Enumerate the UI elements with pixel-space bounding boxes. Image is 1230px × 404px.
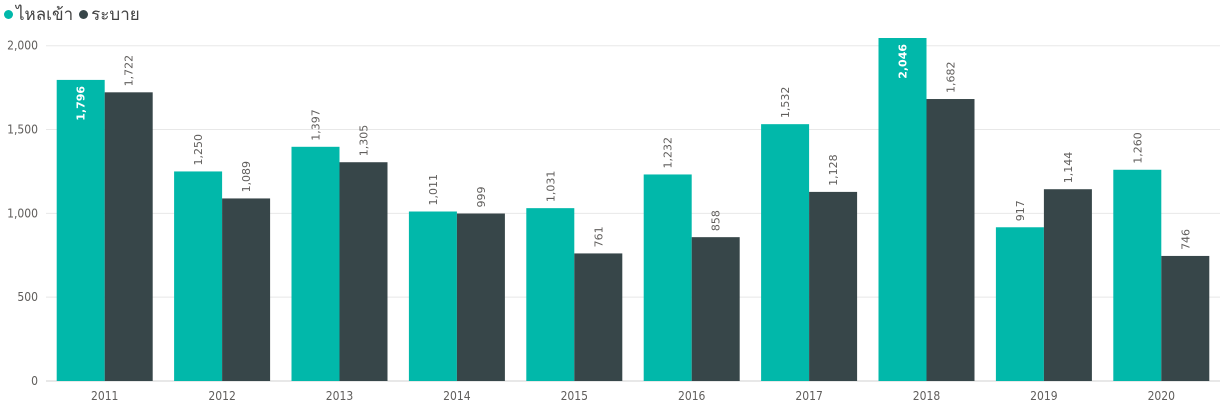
data-label: 1,011 (427, 174, 440, 206)
bar-inflow (56, 79, 105, 382)
data-label: 1,305 (358, 125, 371, 157)
bar-outflow (1043, 189, 1092, 381)
bar-outflow (926, 99, 975, 381)
legend-item-inflow[interactable]: ไหลเข้า (4, 1, 73, 28)
x-tick-label: 2017 (795, 389, 822, 403)
x-tick-label: 2018 (913, 389, 941, 403)
bar-inflow (878, 38, 927, 381)
data-label: 917 (1014, 200, 1027, 221)
bar-inflow (291, 146, 340, 381)
bar-outflow (691, 237, 740, 381)
legend-label-outflow: ระบาย (91, 4, 140, 25)
x-tick-label: 2016 (678, 389, 706, 403)
bar-outflow (809, 191, 858, 381)
bar-outflow (456, 213, 505, 381)
x-tick-label: 2014 (443, 389, 471, 403)
data-label: 1,397 (310, 109, 323, 141)
data-label: 1,250 (192, 134, 205, 166)
data-label: 1,128 (827, 154, 840, 186)
bar-inflow (408, 211, 457, 381)
bar-inflow (761, 124, 810, 381)
y-tick-label: 2,000 (7, 39, 38, 53)
x-tick-label: 2015 (561, 389, 588, 403)
bar-outflow (1161, 255, 1210, 381)
bar-inflow (526, 208, 575, 381)
data-label: 1,232 (662, 137, 675, 169)
x-tick-label: 2019 (1030, 389, 1058, 403)
y-tick-label: 0 (31, 374, 38, 388)
bar-outflow (339, 162, 388, 381)
bar-outflow (222, 198, 271, 381)
data-label: 1,796 (75, 86, 88, 121)
data-label: 2,046 (897, 44, 910, 79)
legend-item-outflow[interactable]: ระบาย (79, 1, 140, 28)
bar-inflow (995, 227, 1044, 381)
x-tick-label: 2020 (1148, 389, 1176, 403)
y-tick-label: 500 (17, 290, 38, 304)
data-label: 746 (1179, 229, 1192, 250)
data-label: 1,144 (1062, 152, 1075, 184)
x-tick-label: 2013 (326, 389, 353, 403)
y-tick-label: 1,500 (7, 123, 38, 137)
legend-label-inflow: ไหลเข้า (16, 4, 74, 25)
data-label: 1,031 (544, 171, 557, 203)
chart-legend: ไหลเข้า ระบาย (4, 2, 140, 26)
data-label: 761 (592, 226, 605, 247)
data-label: 1,532 (779, 87, 792, 119)
bar-outflow (574, 253, 623, 381)
bar-inflow (1113, 169, 1162, 381)
data-label: 1,089 (240, 161, 253, 193)
bar-outflow (104, 92, 153, 382)
legend-dot-outflow-icon (79, 9, 89, 19)
y-tick-label: 1,000 (7, 206, 38, 220)
data-label: 1,722 (123, 55, 136, 87)
bar-inflow (643, 174, 692, 381)
data-label: 1,260 (1131, 132, 1144, 164)
legend-dot-inflow-icon (4, 9, 13, 19)
bar-inflow (174, 171, 223, 381)
data-label: 1,682 (945, 62, 958, 94)
data-label: 858 (710, 210, 723, 231)
data-label: 999 (475, 187, 488, 208)
x-tick-label: 2012 (208, 389, 235, 403)
x-tick-label: 2011 (91, 389, 118, 403)
